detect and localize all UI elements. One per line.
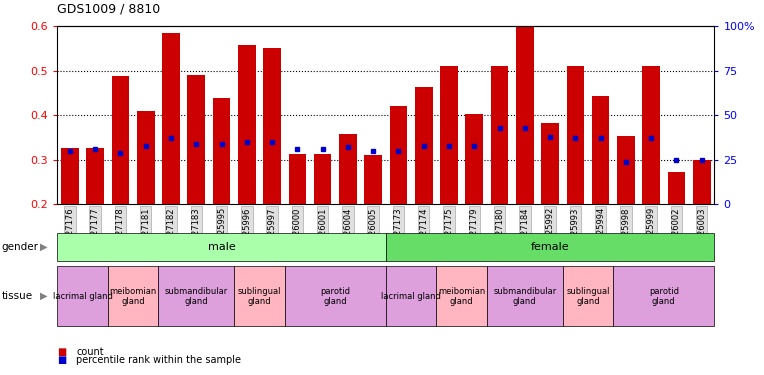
Text: male: male <box>208 242 235 252</box>
Bar <box>264 48 281 204</box>
Bar <box>339 134 357 204</box>
Bar <box>86 148 104 204</box>
Text: ■: ■ <box>57 347 66 357</box>
Bar <box>567 66 584 204</box>
Bar <box>541 123 559 204</box>
Text: percentile rank within the sample: percentile rank within the sample <box>76 355 241 365</box>
Text: GDS1009 / 8810: GDS1009 / 8810 <box>57 2 160 15</box>
Text: count: count <box>76 347 104 357</box>
Bar <box>415 87 432 204</box>
Bar <box>390 106 407 204</box>
Text: sublingual
gland: sublingual gland <box>566 286 610 306</box>
Text: lacrimal gland: lacrimal gland <box>53 292 112 301</box>
Bar <box>617 136 635 204</box>
Text: submandibular
gland: submandibular gland <box>165 286 228 306</box>
Bar <box>61 148 79 204</box>
Bar <box>668 172 685 204</box>
Bar <box>314 154 332 204</box>
Text: parotid
gland: parotid gland <box>320 286 350 306</box>
Text: female: female <box>531 242 569 252</box>
Text: meibomian
gland: meibomian gland <box>109 286 157 306</box>
Bar <box>137 111 154 204</box>
Bar <box>516 27 534 204</box>
Text: gender: gender <box>2 242 38 252</box>
Bar <box>693 160 711 204</box>
Text: submandibular
gland: submandibular gland <box>494 286 556 306</box>
Bar <box>592 96 610 204</box>
Bar <box>212 98 231 204</box>
Bar <box>490 66 508 204</box>
Text: lacrimal gland: lacrimal gland <box>381 292 441 301</box>
Bar <box>643 66 660 204</box>
Text: parotid
gland: parotid gland <box>649 286 678 306</box>
Text: ■: ■ <box>57 355 66 365</box>
Bar <box>162 33 180 204</box>
Text: meibomian
gland: meibomian gland <box>438 286 485 306</box>
Bar <box>364 155 382 204</box>
Text: sublingual
gland: sublingual gland <box>238 286 281 306</box>
Text: ▶: ▶ <box>40 242 47 252</box>
Bar <box>440 66 458 204</box>
Bar <box>465 114 483 204</box>
Bar <box>238 45 256 204</box>
Text: tissue: tissue <box>2 291 33 301</box>
Bar <box>187 75 206 204</box>
Text: ▶: ▶ <box>40 291 47 301</box>
Bar <box>289 154 306 204</box>
Bar <box>112 76 129 204</box>
